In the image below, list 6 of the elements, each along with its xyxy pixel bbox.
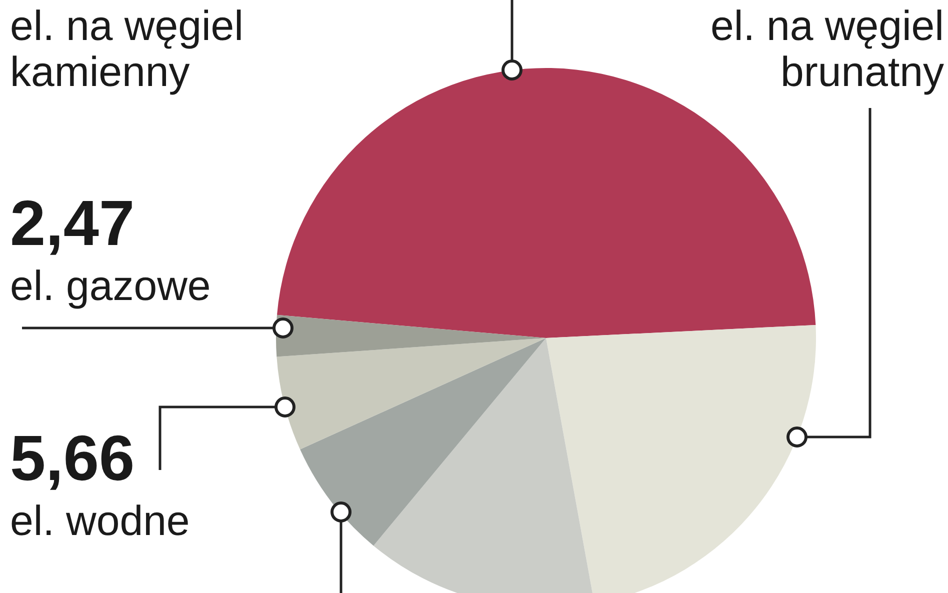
slice-label: el. na węgiel brunatny [710, 2, 944, 95]
slice-label: el. wodne [10, 497, 190, 544]
data-label: 2,47 [10, 187, 135, 259]
slice-label: el. na węgiel kamienny [10, 2, 244, 95]
data-label: 5,66 [10, 422, 135, 494]
slice-label: el. gazowe [10, 262, 211, 309]
